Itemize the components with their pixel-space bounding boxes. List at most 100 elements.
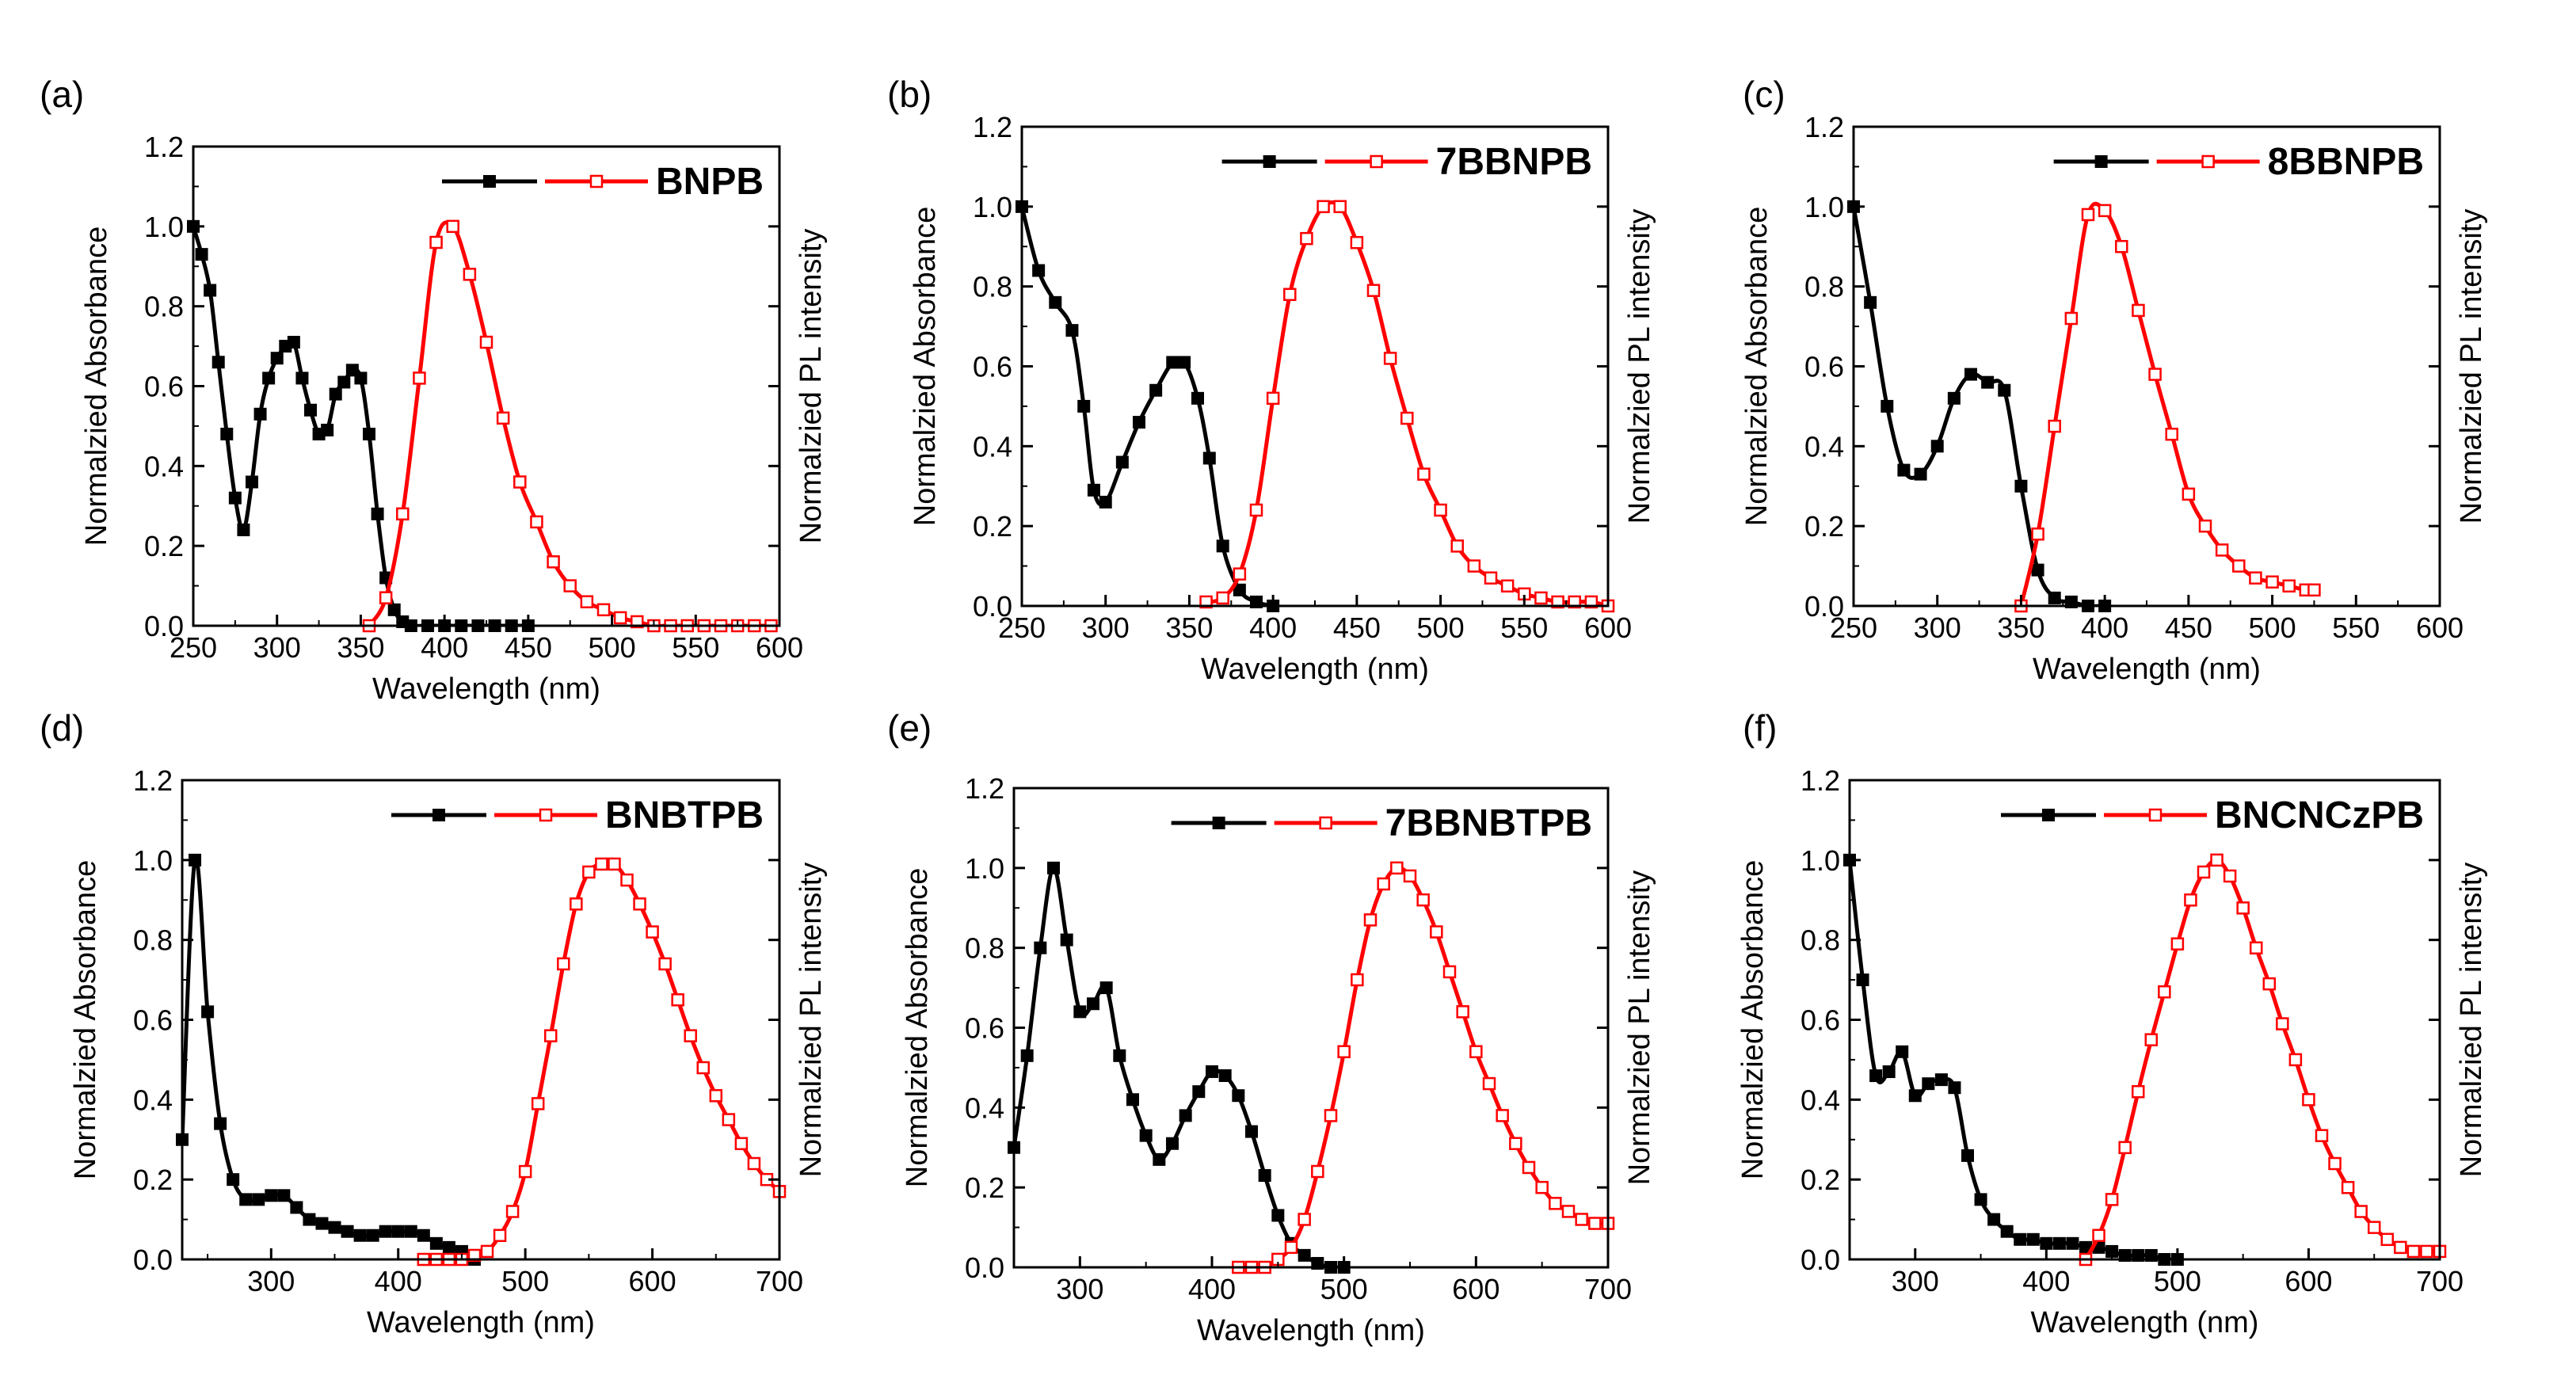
absorbance-marker [1149,383,1163,397]
x-tick-label: 500 [501,1265,549,1297]
y-tick-label: 0.8 [1801,924,1840,957]
absorbance-marker [270,352,284,365]
pl-marker [709,1089,723,1103]
absorbance-marker [337,375,351,389]
pl-marker [1534,591,1548,605]
absorbance-marker [1166,356,1179,369]
pl-marker [493,1229,507,1242]
legend-label: 7BBNBTPB [1385,802,1592,844]
pl-marker [1199,595,1213,609]
y-tick-label: 0.6 [144,371,184,403]
absorbance-marker [1896,1045,1909,1058]
absorbance-marker [2014,479,2028,493]
legend-label: BNBTPB [605,794,764,836]
absorbance-marker [1065,324,1079,337]
pl-marker [2105,1193,2119,1206]
y-tick-label: 0.6 [1801,1004,1840,1037]
legend-pl-marker [2148,808,2163,822]
absorbance-marker [1113,1049,1126,1062]
pl-marker [496,411,510,425]
pl-marker [2184,893,2197,907]
absorbance-marker [1856,973,1869,987]
absorbance-marker [2000,1225,2014,1238]
pl-marker [596,603,611,617]
absorbance-marker [366,1229,379,1242]
pl-marker [734,1137,749,1151]
pl-marker [1575,1213,1588,1226]
x-tick-label: 300 [1082,611,1130,644]
pl-marker [396,507,410,521]
absorbance-marker [1271,1209,1285,1222]
panel-tag: (c) [1743,74,1785,115]
pl-marker [2276,1017,2289,1030]
y-tick-label: 0.8 [973,271,1012,303]
absorbance-marker [237,524,250,536]
panel-tag: (b) [887,74,932,115]
absorbance-marker [2014,1232,2027,1246]
pl-marker [467,1248,482,1263]
pl-marker [2092,1229,2105,1242]
x-tick-label: 350 [1997,611,2044,644]
pl-marker [518,1164,532,1179]
pl-marker [2354,1205,2368,1218]
pl-curve [423,860,779,1259]
pl-marker [1351,973,1364,987]
panel-d: (d) 0.0 0.2 0.4 0.6 0.8 1.0 1.2 300 400 500 600 700 W… [40,707,828,1339]
absorbance-marker [1202,451,1216,465]
y2-axis-label: Normalzied PL intensity [1623,209,1656,524]
y-tick-label: 1.0 [1801,844,1840,877]
legend-label: 8BBNPB [2268,141,2424,183]
absorbance-marker [214,1117,227,1130]
absorbance-marker [253,407,267,421]
y-tick-label: 1.0 [973,191,1012,223]
pl-marker [1509,1137,1522,1150]
x-axis-label: Wavelength (nm) [367,1306,595,1339]
absorbance-marker [1192,1085,1206,1099]
pl-marker [2232,559,2246,573]
y-tick-label: 0.0 [1804,590,1844,623]
y-tick-label: 0.6 [973,351,1012,383]
absorbance-marker [2048,591,2061,604]
absorbance-marker [1060,933,1073,947]
absorbance-marker [290,1201,303,1214]
pl-marker [1430,925,1443,939]
pl-marker [2282,579,2296,593]
x-tick-label: 700 [1584,1273,1632,1305]
x-tick-label: 500 [1417,611,1465,644]
panel-tag: (a) [40,74,84,115]
x-tick-label: 600 [756,631,803,664]
y-tick-label: 0.0 [144,610,184,642]
y-tick-label: 0.2 [1801,1164,1840,1196]
absorbance-marker [353,1229,367,1242]
absorbance-marker [1191,391,1204,405]
absorbance-marker [1133,416,1145,429]
y-tick-label: 0.8 [965,932,1004,965]
pl-marker [1549,1197,1562,1210]
absorbance-marker [204,284,217,297]
pl-marker [2158,985,2171,999]
y-tick-label: 0.6 [1804,351,1844,383]
x-axis-label: Wavelength (nm) [1201,653,1429,686]
absorbance-curve [1014,866,1344,1267]
pl-marker [1500,579,1515,593]
pl-marker [2197,865,2211,879]
pl-marker [1403,869,1417,883]
x-tick-label: 350 [1165,611,1213,644]
absorbance-marker [1077,399,1091,413]
x-tick-label: 300 [253,631,301,664]
y-tick-label: 1.0 [965,852,1004,885]
absorbance-marker [371,507,384,520]
x-tick-label: 400 [2081,611,2128,644]
pl-marker [2118,1141,2132,1155]
y-axis-label: Normalzied Absorbance [69,860,102,1179]
pl-marker [1337,1045,1351,1058]
x-tick-label: 500 [589,631,636,664]
y-tick-label: 0.2 [965,1171,1004,1204]
absorbance-curve [193,226,528,626]
pl-marker [2115,240,2128,253]
absorbance-marker [1908,1089,1922,1103]
absorbance-marker [1099,495,1112,509]
x-tick-label: 600 [2416,611,2464,644]
absorbance-marker [246,475,258,489]
pl-marker [2420,1244,2433,1259]
